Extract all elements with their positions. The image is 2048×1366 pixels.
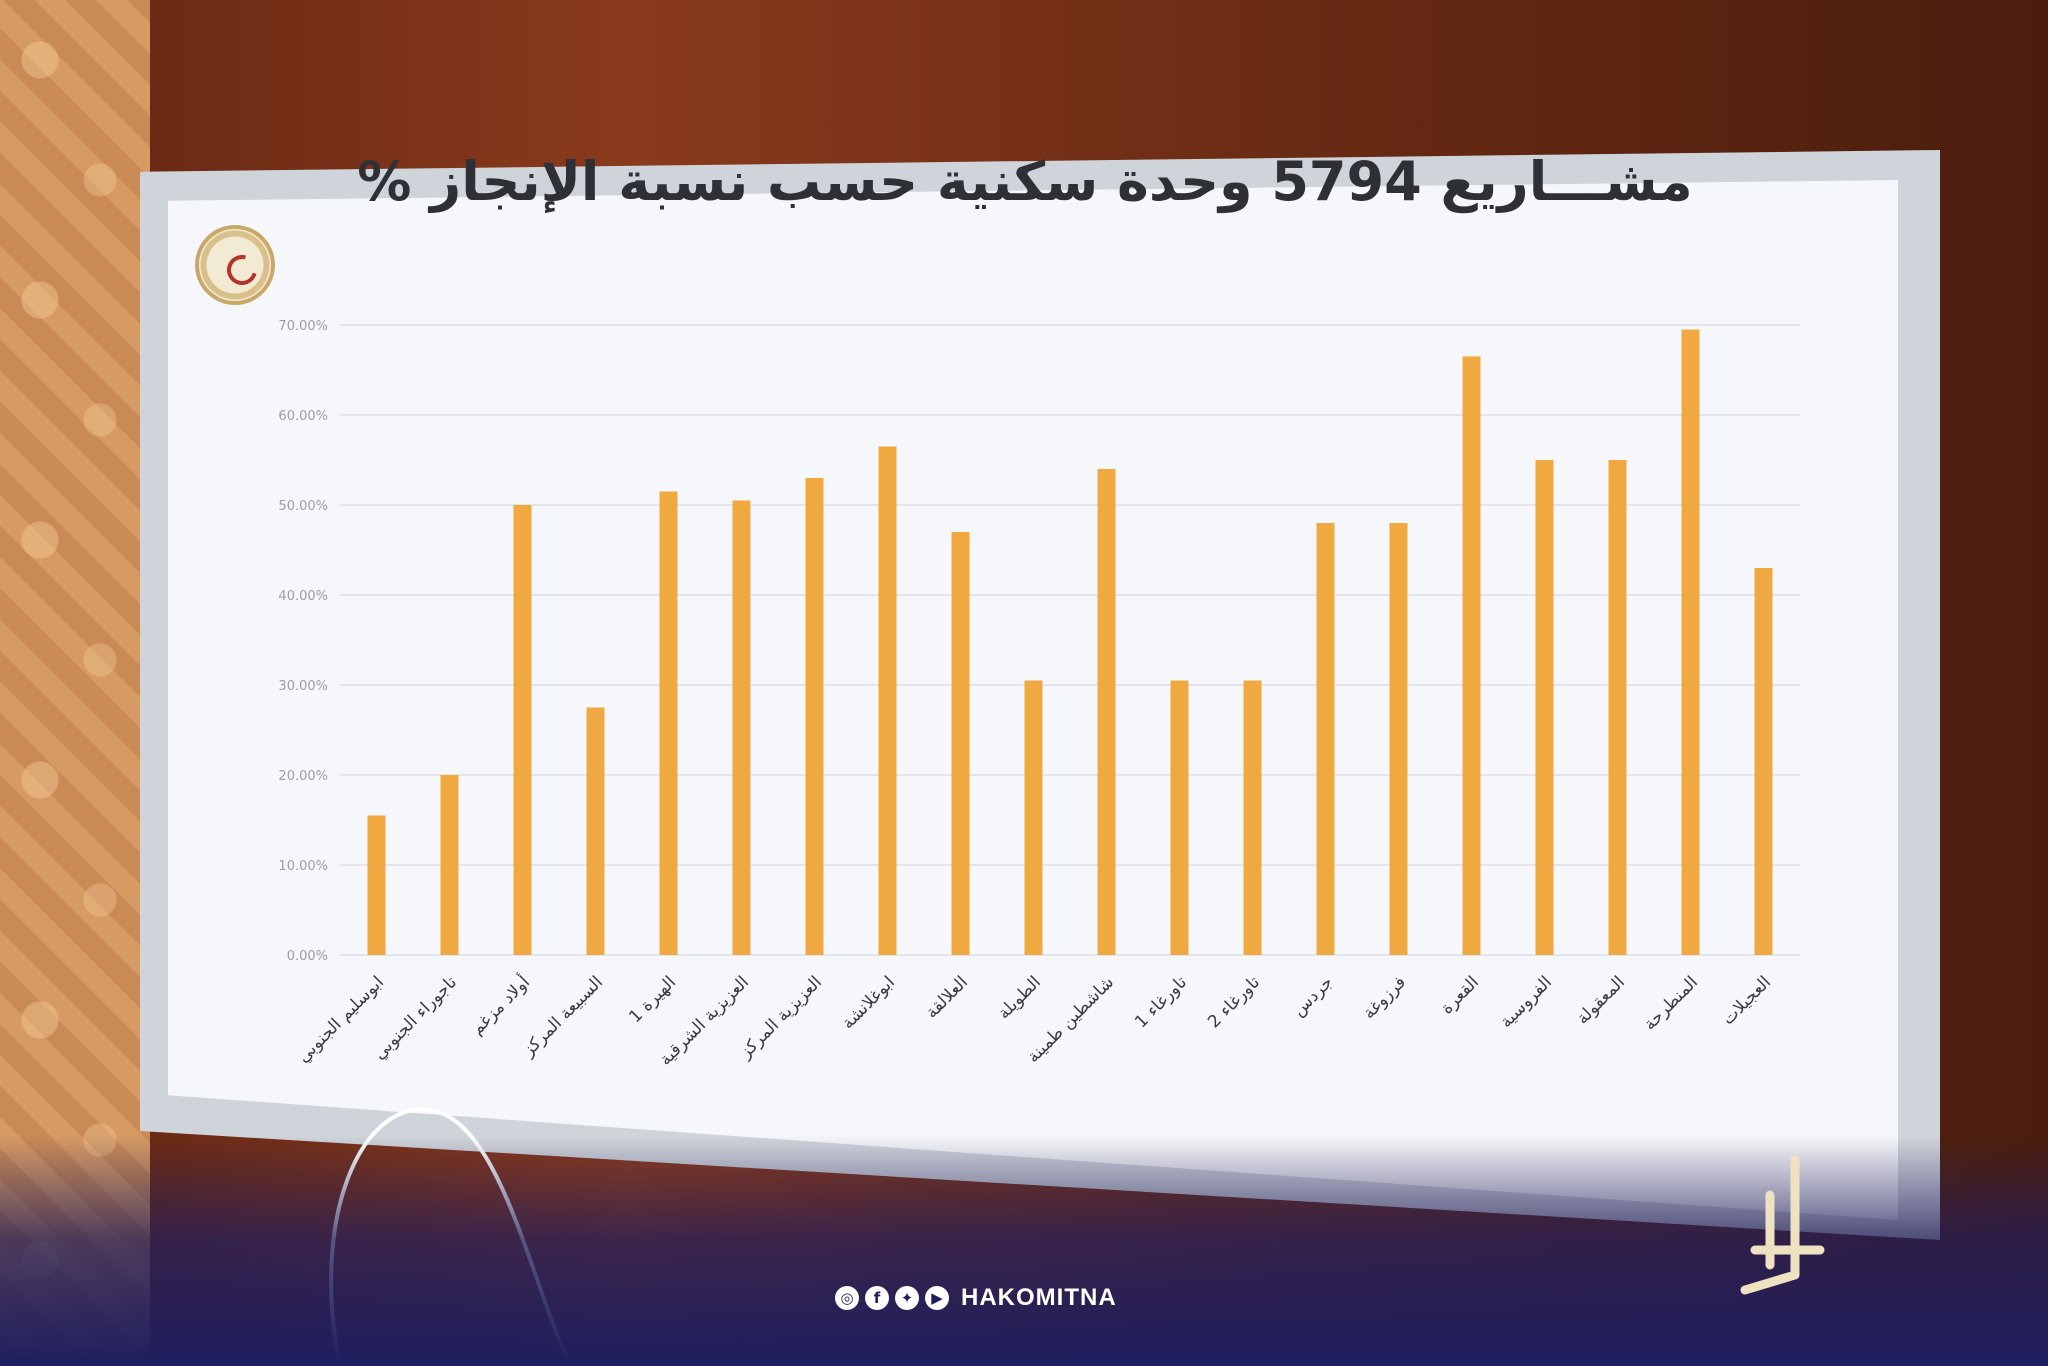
- bar: [805, 478, 824, 955]
- chart-title-line-1: مشـــاريع 5794 وحدة سكنية حسب نسبة الإنج…: [357, 150, 1693, 213]
- youtube-icon[interactable]: ▶: [925, 1286, 949, 1310]
- x-tick-label: أولاد مزغم: [466, 971, 534, 1039]
- social-bar: ◎ f ✦ ▶ HAKOMITNA: [835, 1284, 1117, 1312]
- x-tick-label: القعرة: [1437, 972, 1483, 1018]
- x-tick-label: العجيلات: [1718, 972, 1775, 1029]
- twitter-icon[interactable]: ✦: [895, 1286, 919, 1310]
- bar: [1681, 329, 1700, 955]
- bar: [1535, 460, 1554, 955]
- x-tick-label: المنطرحة: [1640, 972, 1702, 1034]
- bar-chart: 0.00% 10.00% 20.00% 30.00% 40.00% 50.00% 60.00…: [278, 319, 1800, 1070]
- instagram-icon[interactable]: ◎: [835, 1286, 859, 1310]
- bar: [659, 491, 678, 955]
- y-axis-ticks: 0.00% 10.00% 20.00% 30.00% 40.00% 50.00% 60.00…: [278, 319, 328, 964]
- bar: [1316, 523, 1335, 955]
- bar: [1389, 523, 1408, 955]
- x-tick-label: تاورغاء 2: [1204, 972, 1264, 1032]
- y-tick-label: 20.00%: [278, 769, 328, 784]
- x-tick-label: فرزوغة: [1359, 972, 1410, 1023]
- bar: [878, 446, 897, 955]
- y-tick-label: 50.00%: [278, 499, 328, 514]
- y-tick-label: 70.00%: [278, 319, 328, 334]
- bar: [586, 707, 605, 955]
- x-tick-label: جردس: [1289, 972, 1337, 1020]
- footer-band: [0, 1136, 2048, 1366]
- x-tick-label: العلالقة: [922, 972, 972, 1022]
- bar: [1024, 680, 1043, 955]
- y-tick-label: 60.00%: [278, 409, 328, 424]
- bar: [1608, 460, 1627, 955]
- bar: [367, 815, 386, 955]
- crescent-icon: [221, 249, 263, 291]
- y-tick-label: 40.00%: [278, 589, 328, 604]
- bar: [440, 775, 459, 955]
- bar: [951, 532, 970, 955]
- x-tick-label: ابوغلانشة: [838, 972, 899, 1033]
- chart-grid: [340, 324, 1800, 956]
- y-tick-label: 0.00%: [287, 949, 328, 964]
- bar: [1170, 680, 1189, 955]
- chart-bars: [367, 329, 1773, 955]
- brand-logo-icon: [1740, 1155, 1825, 1295]
- social-handle[interactable]: HAKOMITNA: [961, 1284, 1117, 1311]
- bar: [1097, 469, 1116, 955]
- government-emblem-icon: [195, 225, 275, 305]
- y-tick-label: 10.00%: [278, 859, 328, 874]
- bar: [732, 500, 751, 955]
- bar: [1462, 356, 1481, 955]
- x-tick-label: الفروسية: [1496, 972, 1556, 1032]
- x-tick-label: الهيرة 1: [625, 972, 680, 1027]
- x-tick-label: المعقولة: [1573, 972, 1629, 1028]
- bar: [1754, 568, 1773, 955]
- x-tick-label: تاورغاء 1: [1131, 972, 1191, 1032]
- y-tick-label: 30.00%: [278, 679, 328, 694]
- x-tick-label: الطويلة: [994, 972, 1045, 1023]
- facebook-icon[interactable]: f: [865, 1286, 889, 1310]
- bar: [513, 505, 532, 955]
- bar: [1243, 680, 1262, 955]
- chart-title: مشـــاريع 5794 وحدة سكنية حسب نسبة الإنج…: [300, 150, 1750, 214]
